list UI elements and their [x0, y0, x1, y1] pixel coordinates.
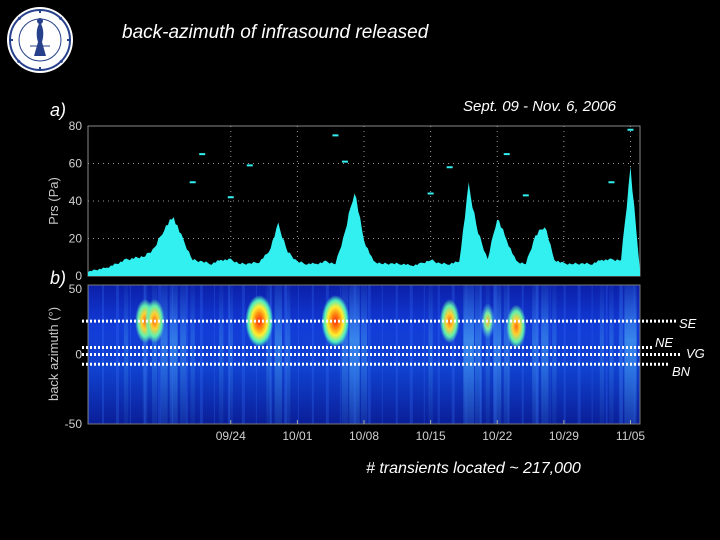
pressure-axis-label: Prs (Pa) — [46, 177, 61, 225]
azimuth-texture-streak — [451, 285, 455, 424]
source-label-vg: VG — [686, 346, 705, 361]
azimuth-x-tick-label: 10/01 — [282, 429, 312, 443]
azimuth-y-ticks: 50 0 -50 — [65, 282, 83, 431]
azimuth-texture-streak — [591, 285, 593, 424]
azimuth-activity-streak — [341, 285, 349, 424]
slide-title: back-azimuth of infrasound released — [122, 22, 429, 43]
azimuth-texture-streak — [507, 285, 509, 424]
azimuth-activity-streak — [493, 285, 502, 424]
pressure-y-tick-label: 40 — [69, 194, 83, 208]
source-label-se: SE — [679, 316, 697, 331]
azimuth-x-tick-label: 11/05 — [616, 429, 645, 443]
panel-a-label: a) — [50, 100, 67, 120]
pressure-y-tick-label: 80 — [69, 119, 83, 133]
azimuth-x-tick-label: 10/15 — [416, 429, 446, 443]
pressure-y-tick-label: 0 — [75, 269, 82, 283]
azimuth-texture-streak — [535, 285, 539, 424]
azimuth-texture-streak — [619, 285, 623, 424]
azimuth-activity-streak — [169, 285, 178, 424]
pressure-panel: 0 20 40 60 80 Prs (Pa) — [46, 119, 641, 283]
azimuth-texture-streak — [339, 285, 341, 424]
azimuth-texture-streak — [395, 285, 398, 424]
azimuth-activity-streak — [463, 285, 475, 424]
azimuth-texture-streak — [367, 285, 371, 424]
azimuth-x-tick-label: 09/24 — [216, 429, 246, 443]
azimuth-activity-streak — [599, 285, 605, 424]
azimuth-x-tick-label: 10/22 — [482, 429, 512, 443]
source-lines: SE NE VG BN — [82, 316, 705, 379]
source-label-bn: BN — [672, 364, 691, 379]
azimuth-y-tick-label: -50 — [65, 417, 83, 431]
azimuth-texture-streak — [563, 285, 566, 424]
azimuth-activity-streak — [190, 285, 195, 424]
azimuth-panel: SE NE VG BN 50 0 -50 09/24 10/01 10/08 10/15 10/2… — [46, 282, 705, 443]
azimuth-texture-streak — [479, 285, 482, 424]
azimuth-x-ticks: 09/24 10/01 10/08 10/15 10/22 10/29 11/05 — [216, 420, 645, 443]
pressure-y-tick-label: 20 — [69, 232, 83, 246]
source-label-ne: NE — [655, 335, 673, 350]
azimuth-y-tick-label: 50 — [69, 282, 83, 296]
azimuth-activity-streak — [266, 285, 272, 424]
pressure-y-ticks: 0 20 40 60 80 — [69, 119, 83, 283]
university-seal-logo — [6, 6, 74, 74]
azimuth-texture-streak — [423, 285, 425, 424]
azimuth-x-tick-label: 10/08 — [349, 429, 379, 443]
transient-count-caption: # transients located ~ 217,000 — [366, 460, 581, 477]
azimuth-texture-streak — [143, 285, 146, 424]
azimuth-activity-streak — [160, 285, 168, 424]
azimuth-hotspot — [506, 304, 527, 349]
azimuth-activity-streak — [142, 285, 148, 424]
azimuth-y-tick-label: 0 — [75, 348, 82, 362]
azimuth-hotspot — [439, 299, 460, 344]
pressure-area-series — [88, 166, 640, 276]
azimuth-texture-streak — [311, 285, 314, 424]
pressure-spikes — [189, 128, 634, 199]
pressure-y-tick-label: 60 — [69, 157, 83, 171]
azimuth-texture-streak — [171, 285, 173, 424]
azimuth-texture-streak — [255, 285, 257, 424]
azimuth-activity-streak — [219, 285, 224, 424]
azimuth-texture-streak — [227, 285, 230, 424]
date-range-annotation: Sept. 09 - Nov. 6, 2006 — [463, 98, 617, 115]
panel-b-label: b) — [50, 268, 67, 288]
azimuth-activity-streak — [541, 285, 549, 424]
azimuth-texture-streak — [199, 285, 203, 424]
azimuth-x-tick-label: 10/29 — [549, 429, 579, 443]
azimuth-texture-streak — [283, 285, 287, 424]
azimuth-texture-streak — [115, 285, 119, 424]
azimuth-axis-label: back azimuth (°) — [46, 307, 61, 401]
azimuth-activity-streak — [618, 285, 624, 424]
